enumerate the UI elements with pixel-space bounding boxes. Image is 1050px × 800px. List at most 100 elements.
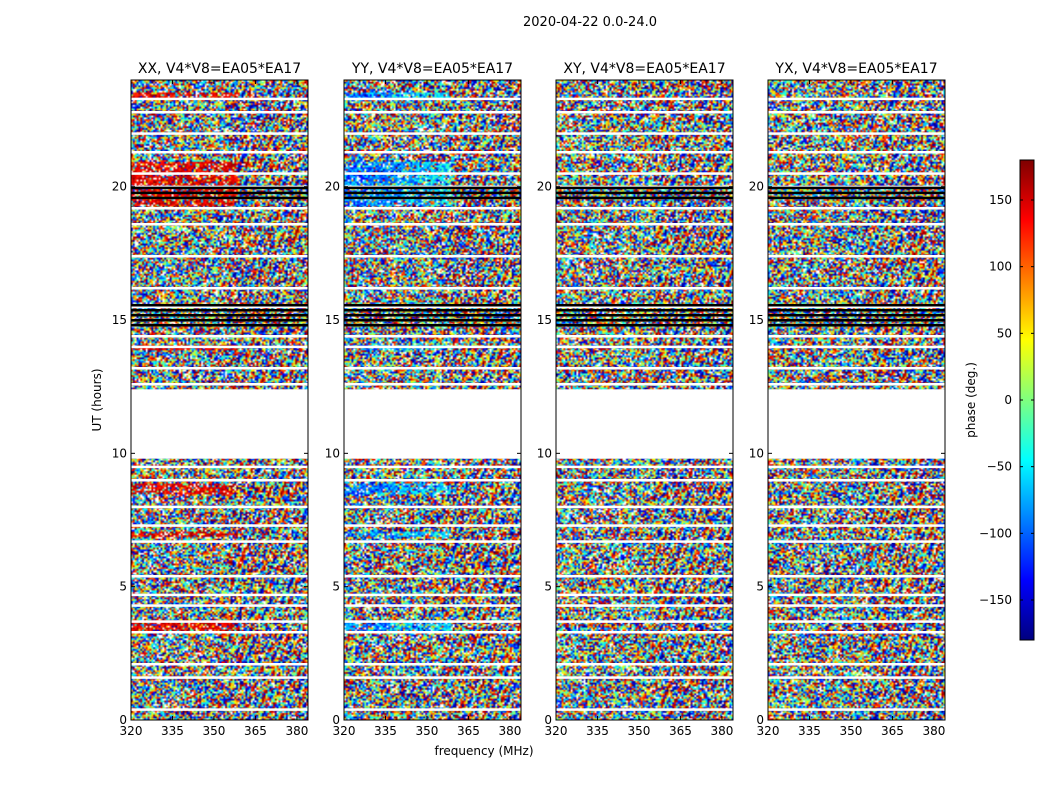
flagged-row: [768, 305, 945, 309]
panel-0: XX, V4*V8=EA05*EA17 320 335 350 365 380 0 5 10 15…: [112, 61, 309, 738]
x-tick-label: 380: [285, 724, 308, 738]
no-data-gap: [131, 389, 308, 459]
flagged-row: [556, 631, 733, 634]
x-tick-label: 350: [628, 724, 651, 738]
panel-heatmap-0: [131, 80, 308, 720]
flagged-row: [131, 345, 308, 349]
colorbar-ticks: 150 100 50 0 −50 −100 −150: [979, 193, 1034, 607]
flagged-row: [768, 172, 945, 175]
y-tick-label: 20: [325, 180, 340, 194]
flagged-row: [768, 663, 945, 666]
flagged-row: [131, 676, 308, 679]
no-data-gap: [768, 389, 945, 459]
y-tick-label: 5: [544, 580, 552, 594]
dense-flag-stripe: [344, 324, 521, 327]
dense-flag-stripe: [556, 309, 733, 312]
x-tick-label: 320: [545, 724, 568, 738]
flagged-row: [556, 111, 733, 114]
flagged-row: [556, 132, 733, 135]
dense-flag-stripe: [131, 304, 308, 307]
flagged-row: [768, 631, 945, 634]
flagged-row: [768, 335, 945, 338]
flagged-row: [131, 111, 308, 114]
flagged-row: [768, 593, 945, 597]
panel-title: YX, V4*V8=EA05*EA17: [774, 61, 937, 77]
flagged-row: [131, 207, 308, 210]
flagged-row: [131, 663, 308, 666]
dense-flag-stripe: [768, 304, 945, 307]
dense-flag-stripe: [344, 314, 521, 317]
flagged-row: [556, 575, 733, 578]
panel-heatmap-1: [344, 80, 521, 720]
dense-flag-stripe: [556, 191, 733, 195]
flagged-row: [131, 604, 308, 607]
flagged-row: [768, 132, 945, 135]
flagged-row: [344, 479, 521, 482]
flagged-row: [344, 663, 521, 666]
panel-frame: [555, 79, 734, 721]
flagged-row: [556, 524, 733, 527]
colorbar-tick-label: −100: [979, 526, 1012, 540]
flagged-row: [344, 631, 521, 634]
flagged-row: [344, 345, 521, 349]
y-tick-label: 15: [325, 313, 340, 327]
flagged-row: [556, 383, 733, 386]
x-tick-label: 320: [757, 724, 780, 738]
y-tick-label: 10: [325, 446, 340, 460]
y-tick-label: 10: [749, 446, 764, 460]
panel-title: XY, V4*V8=EA05*EA17: [563, 61, 725, 77]
flagged-row: [768, 287, 945, 290]
flagged-row: [344, 383, 521, 386]
flagged-row: [556, 287, 733, 290]
flagged-row: [556, 97, 733, 101]
flagged-row: [344, 505, 521, 509]
x-tick-label: 380: [922, 724, 945, 738]
colorbar-tick-label: 0: [1004, 393, 1012, 407]
flagged-row: [131, 708, 308, 711]
flagged-row: [344, 465, 521, 469]
panel-title: XX, V4*V8=EA05*EA17: [138, 61, 301, 77]
dense-flag-stripe: [556, 314, 733, 317]
x-tick-label: 335: [374, 724, 397, 738]
flagged-row: [344, 335, 521, 338]
dense-flag-stripe: [768, 314, 945, 317]
flagged-row: [556, 604, 733, 607]
flagged-row: [131, 132, 308, 135]
flagged-row: [344, 132, 521, 135]
y-tick-label: 5: [332, 580, 340, 594]
colorbar-tick-label: 150: [989, 193, 1012, 207]
no-data-gap: [344, 389, 521, 459]
colorbar-tick-label: 50: [997, 326, 1012, 340]
y-axis-label: UT (hours): [90, 368, 104, 431]
flagged-row: [556, 479, 733, 482]
dense-flag-stripe: [556, 319, 733, 322]
dense-flag-stripe: [131, 324, 308, 327]
flagged-row: [556, 172, 733, 175]
flagged-row: [344, 604, 521, 607]
x-tick-label: 350: [840, 724, 863, 738]
dense-flag-stripe: [131, 314, 308, 317]
dense-flag-stripe: [344, 191, 521, 195]
flagged-row: [768, 345, 945, 349]
flagged-row: [556, 305, 733, 309]
flagged-row: [556, 676, 733, 679]
x-axis-label: frequency (MHz): [434, 744, 533, 758]
dense-flag-stripe: [131, 196, 308, 200]
flagged-row: [768, 524, 945, 527]
flagged-row: [556, 708, 733, 711]
y-tick-label: 15: [749, 313, 764, 327]
dense-flag-stripe: [768, 309, 945, 312]
flagged-row: [556, 663, 733, 666]
dense-flag-stripe: [556, 186, 733, 190]
colorbar-label: phase (deg.): [964, 362, 978, 438]
dense-flag-stripe: [344, 304, 521, 307]
panel-heatmap-3: [768, 80, 945, 720]
flagged-row: [556, 505, 733, 509]
flagged-row: [344, 540, 521, 543]
flagged-row: [768, 676, 945, 679]
panel-frame: [130, 79, 309, 721]
flagged-row: [131, 631, 308, 634]
y-tick-label: 0: [544, 713, 552, 727]
flagged-row: [556, 223, 733, 226]
